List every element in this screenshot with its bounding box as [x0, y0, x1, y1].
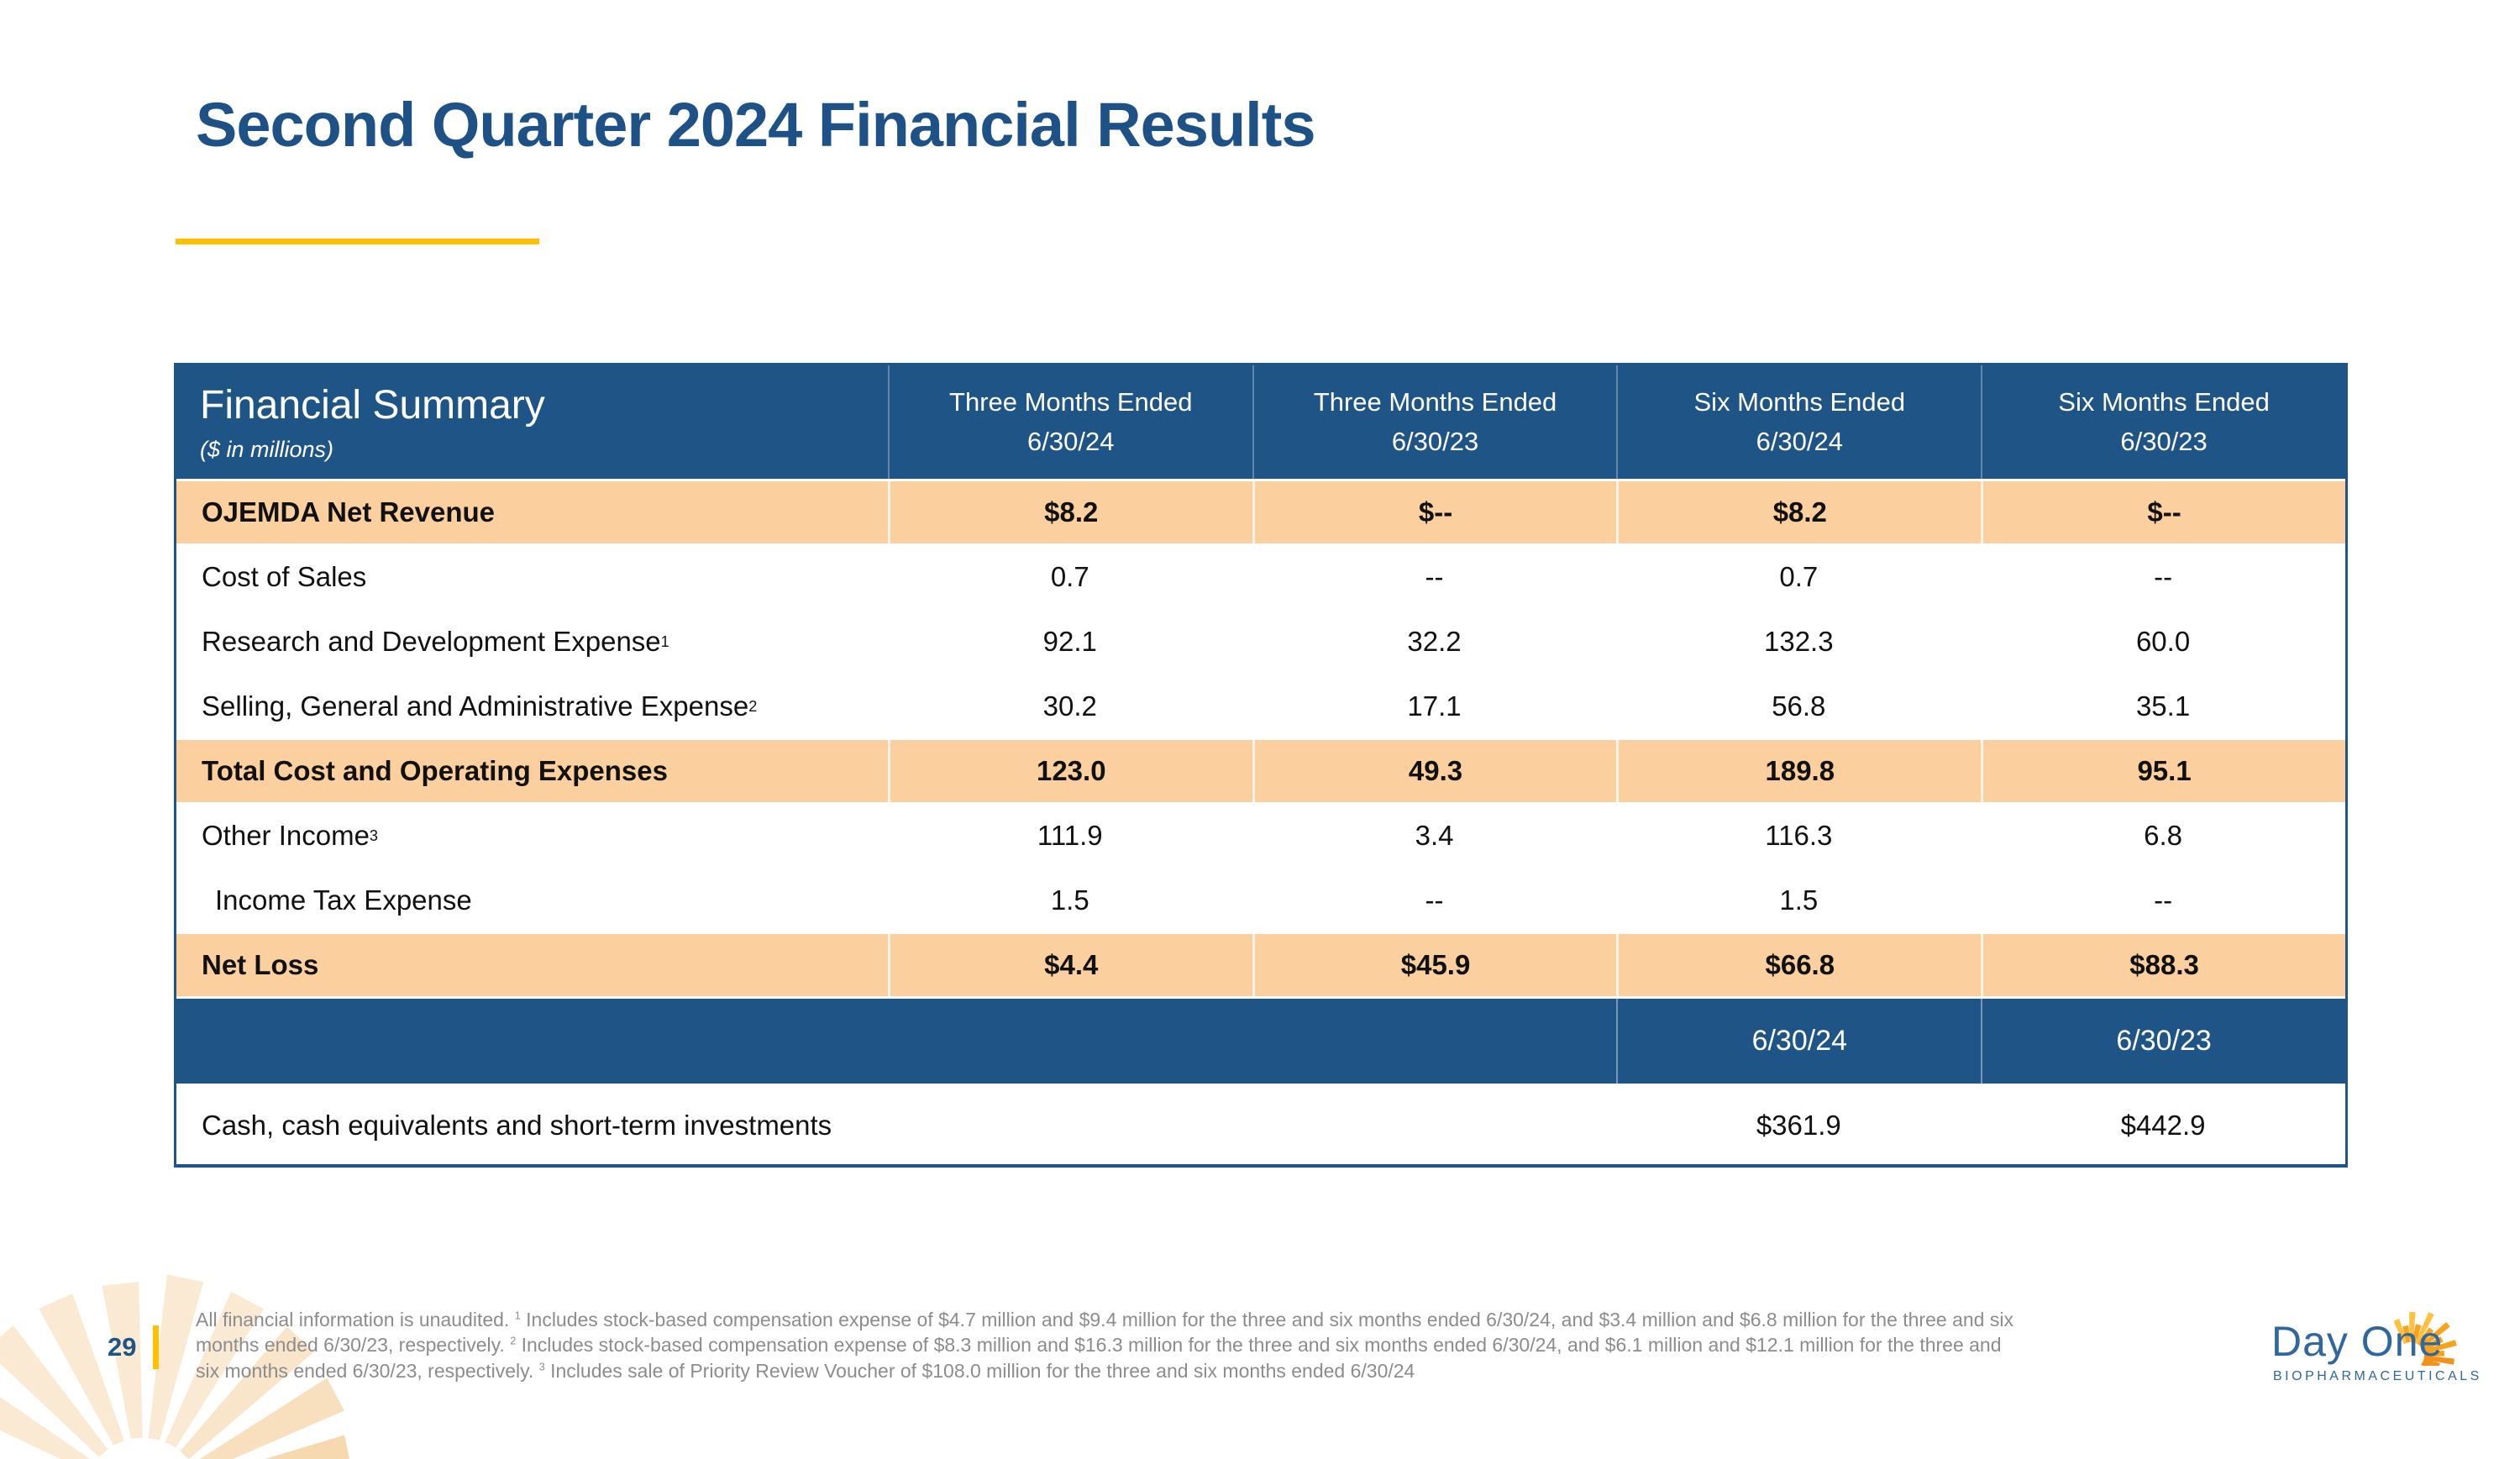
page-number-block: 29	[108, 1325, 160, 1369]
table-title-cell: Financial Summary ($ in millions)	[176, 365, 888, 479]
cell-value: 56.8	[1772, 690, 1826, 722]
table-row-other-income: Other Income 3 111.9 3.4 116.3 6.8	[176, 802, 2345, 867]
cell-value: 95.1	[1981, 740, 2345, 802]
cell-value: --	[1425, 561, 1444, 592]
cell-value: 49.3	[1252, 740, 1617, 802]
cell-value: --	[1425, 884, 1444, 916]
footnote: All financial information is unaudited. …	[196, 1309, 2013, 1382]
column-header-six-months-2024: Six Months Ended 6/30/24	[1616, 365, 1981, 479]
table-title: Financial Summary	[200, 382, 545, 428]
cell-value: $--	[1252, 481, 1617, 543]
cell-value: $66.8	[1616, 934, 1981, 996]
table-row-total-cost-operating-expenses: Total Cost and Operating Expenses 123.0 …	[176, 737, 2345, 802]
cell-value: 189.8	[1616, 740, 1981, 802]
secondary-column-header-2023: 6/30/23	[1981, 999, 2345, 1084]
table-row-income-tax-expense: Income Tax Expense 1.5 -- 1.5 --	[176, 867, 2345, 932]
cell-value: --	[2154, 561, 2173, 592]
table-row-selling-general-admin: Selling, General and Administrative Expe…	[176, 673, 2345, 737]
cell-value: $88.3	[1981, 934, 2345, 996]
table-row-research-development: Research and Development Expense 1 92.1 3…	[176, 608, 2345, 673]
cell-value: $4.4	[887, 934, 1252, 996]
cell-value: --	[2154, 884, 2173, 916]
cell-value: 132.3	[1764, 626, 1834, 657]
row-label: Income Tax Expense	[215, 884, 472, 916]
secondary-column-header-2024: 6/30/24	[1616, 999, 1981, 1084]
cell-value: 92.1	[1042, 626, 1097, 657]
cell-value: $45.9	[1252, 934, 1617, 996]
row-label: Research and Development Expense 1	[202, 626, 669, 657]
table-header-row: Financial Summary ($ in millions) Three …	[176, 365, 2345, 479]
cell-value: 3.4	[1415, 820, 1454, 851]
row-label: Net Loss	[202, 949, 319, 980]
cell-value: 60.0	[2135, 626, 2191, 657]
cell-value: 17.1	[1407, 690, 1462, 722]
cell-value: 0.7	[1050, 561, 1089, 592]
table-row-cash: Cash, cash equivalents and short-term in…	[176, 1084, 2345, 1164]
cell-value: 1.5	[1050, 884, 1089, 916]
page-number: 29	[108, 1332, 137, 1362]
cell-value: 111.9	[1037, 820, 1103, 851]
page-accent-bar	[153, 1325, 160, 1369]
table-row-cost-of-sales: Cost of Sales 0.7 -- 0.7 --	[176, 543, 2345, 608]
table-row-net-loss: Net Loss $4.4 $45.9 $66.8 $88.3	[176, 932, 2345, 996]
table-subtitle: ($ in millions)	[200, 436, 334, 462]
cell-value: $--	[1981, 481, 2345, 543]
row-label: Other Income 3	[202, 820, 379, 851]
row-label: Selling, General and Administrative Expe…	[202, 690, 758, 722]
column-header-three-months-2023: Three Months Ended 6/30/23	[1252, 365, 1617, 479]
cell-value: $8.2	[1616, 481, 1981, 543]
cell-value: 1.5	[1779, 884, 1819, 916]
cell-value: 123.0	[887, 740, 1252, 802]
cell-value: 32.2	[1407, 626, 1462, 657]
column-header-three-months-2024: Three Months Ended 6/30/24	[887, 365, 1252, 479]
logo-wordmark: Day One	[2271, 1318, 2444, 1365]
table-row-ojemda-net-revenue: OJEMDA Net Revenue $8.2 $-- $8.2 $--	[176, 479, 2345, 543]
financial-summary-table: Financial Summary ($ in millions) Three …	[174, 363, 2348, 1168]
day-one-logo: Day One BIOPHARMACEUTICALS	[2266, 1292, 2510, 1401]
cell-value: $8.2	[887, 481, 1252, 543]
cell-value: 30.2	[1042, 690, 1097, 722]
row-label: Cost of Sales	[202, 561, 367, 592]
title-accent-underline	[176, 239, 539, 244]
cell-value: 0.7	[1779, 561, 1819, 592]
column-header-six-months-2023: Six Months Ended 6/30/23	[1981, 365, 2345, 479]
cell-value: 35.1	[2135, 690, 2191, 722]
cell-value: 6.8	[2144, 820, 2182, 851]
cell-value: $442.9	[2120, 1109, 2206, 1141]
cell-value: 116.3	[1765, 820, 1833, 851]
logo-tagline: BIOPHARMACEUTICALS	[2273, 1369, 2482, 1383]
row-label: Total Cost and Operating Expenses	[202, 755, 668, 786]
row-label: OJEMDA Net Revenue	[202, 496, 496, 527]
logo-sunburst-icon	[2394, 1311, 2457, 1366]
cell-value: $361.9	[1756, 1109, 1841, 1141]
row-label: Cash, cash equivalents and short-term in…	[202, 1109, 832, 1141]
secondary-header-row: 6/30/24 6/30/23	[176, 996, 2345, 1084]
page-title: Second Quarter 2024 Financial Results	[196, 90, 1316, 160]
